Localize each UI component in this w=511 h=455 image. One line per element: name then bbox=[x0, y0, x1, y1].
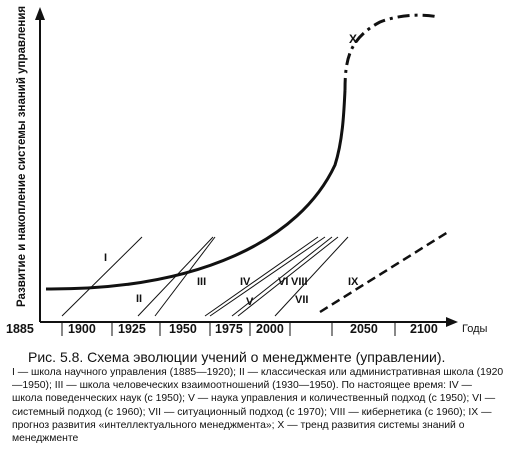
x-tick-label: 2000 bbox=[256, 322, 284, 336]
school-label-iv: IV bbox=[240, 276, 251, 288]
x-axis-arrow bbox=[446, 317, 458, 327]
school-v-line bbox=[209, 236, 326, 317]
school-label-ii: II bbox=[136, 293, 142, 305]
x-tick-label: 1925 bbox=[118, 322, 146, 336]
school-i-line bbox=[61, 236, 143, 317]
school-label-vi: VI bbox=[278, 276, 288, 288]
evolution-diagram: Развитие и накопление системы знаний упр… bbox=[6, 6, 488, 336]
figure-caption-title: Рис. 5.8. Схема эволюции учений о менедж… bbox=[28, 349, 446, 365]
school-ii-line bbox=[137, 236, 214, 317]
x-axis-unit-label: Годы bbox=[462, 323, 488, 335]
x-tick-label: 1885 bbox=[6, 322, 34, 336]
school-label-i: I bbox=[104, 252, 107, 264]
school-label-ix: IX bbox=[348, 276, 359, 288]
x-tick-label: 1950 bbox=[169, 322, 197, 336]
school-iv-line bbox=[204, 236, 319, 317]
trend-x-dashdot-curve bbox=[343, 13, 439, 91]
x-tick-label: 1900 bbox=[68, 322, 96, 336]
x-tick-label: 1975 bbox=[215, 322, 243, 336]
y-axis-arrow bbox=[35, 7, 45, 20]
x-tick-label: 2050 bbox=[350, 322, 378, 336]
x-tick-marks bbox=[61, 322, 396, 336]
school-label-iii: III bbox=[197, 276, 206, 288]
school-vi-line bbox=[231, 236, 333, 317]
school-vii-line bbox=[274, 236, 349, 317]
school-label-x: X bbox=[349, 32, 357, 46]
forecast-ix-dashed-line bbox=[319, 230, 449, 314]
school-label-viii: VIII bbox=[291, 276, 308, 288]
school-label-v: V bbox=[246, 296, 254, 308]
knowledge-development-curve bbox=[45, 89, 347, 291]
school-label-vii: VII bbox=[295, 294, 308, 306]
y-axis-label: Развитие и накопление системы знаний упр… bbox=[16, 6, 28, 307]
school-iii-line bbox=[154, 236, 216, 317]
figure-caption-text: I — школа научного управления (1885—1920… bbox=[12, 367, 504, 445]
school-viii-line bbox=[237, 236, 339, 317]
x-tick-label: 2100 bbox=[410, 322, 438, 336]
